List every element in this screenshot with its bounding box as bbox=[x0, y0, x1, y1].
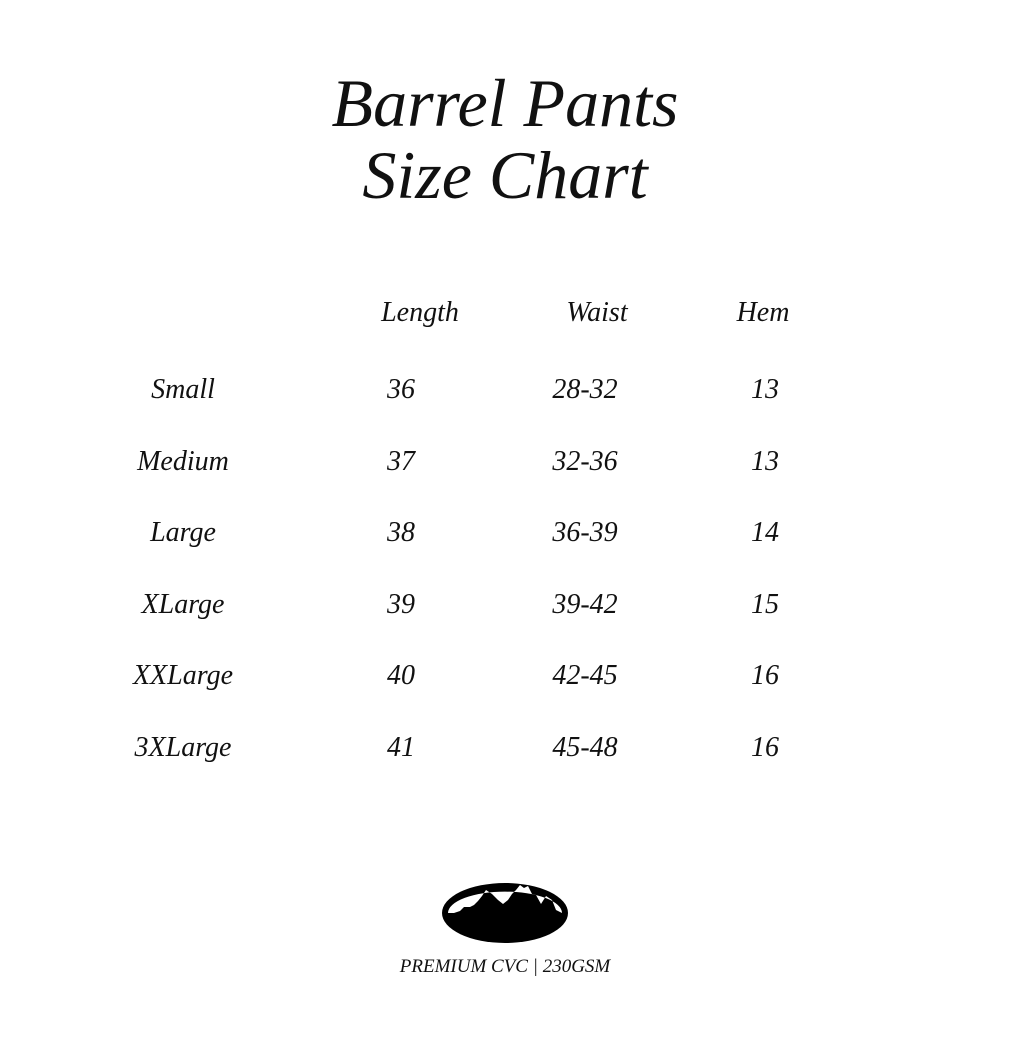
page-title-line-2: Size Chart bbox=[362, 137, 648, 213]
row-size-label: XLarge bbox=[141, 588, 225, 620]
fabric-info: PREMIUM CVC | 230GSM bbox=[399, 956, 611, 977]
cell-waist: 32-36 bbox=[552, 445, 618, 477]
cell-length: 39 bbox=[387, 588, 415, 620]
cell-length: 41 bbox=[387, 731, 415, 763]
cell-waist: 36-39 bbox=[552, 517, 618, 548]
cell-waist: 39-42 bbox=[552, 588, 618, 620]
cell-hem: 14 bbox=[751, 517, 779, 548]
cell-length: 36 bbox=[387, 374, 415, 405]
row-size-label: Small bbox=[151, 374, 215, 405]
page-title-line-1: Barrel Pants bbox=[331, 65, 679, 141]
cell-length: 40 bbox=[387, 660, 415, 691]
cell-waist: 45-48 bbox=[552, 731, 618, 763]
cell-hem: 13 bbox=[751, 445, 779, 477]
column-header: Waist bbox=[566, 297, 628, 328]
cell-waist: 28-32 bbox=[552, 374, 618, 405]
cell-waist: 42-45 bbox=[552, 660, 618, 691]
mountain-oval-logo-icon bbox=[442, 883, 568, 943]
row-size-label: XXLarge bbox=[132, 660, 234, 691]
row-size-label: Large bbox=[150, 517, 216, 548]
cell-hem: 16 bbox=[751, 731, 779, 763]
column-header: Length bbox=[381, 297, 459, 328]
cell-hem: 13 bbox=[751, 374, 779, 405]
cell-length: 38 bbox=[387, 517, 415, 548]
cell-hem: 15 bbox=[751, 588, 779, 620]
row-size-label: Medium bbox=[137, 445, 229, 477]
column-header: Hem bbox=[736, 297, 790, 328]
row-size-label: 3XLarge bbox=[134, 731, 232, 763]
cell-hem: 16 bbox=[751, 660, 779, 691]
cell-length: 37 bbox=[387, 445, 415, 477]
